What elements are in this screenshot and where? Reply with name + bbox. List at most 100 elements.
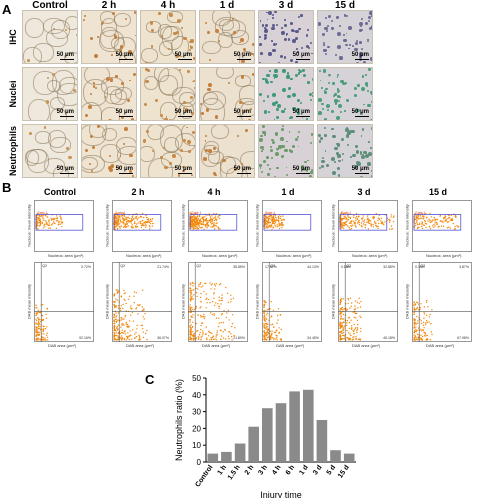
stained-nucleus (327, 25, 329, 28)
event-dot (213, 228, 216, 230)
event-dot (426, 217, 428, 219)
event-dot (190, 212, 192, 215)
adipocyte-outline (141, 47, 158, 63)
event-dot (372, 226, 374, 228)
event-dot (227, 309, 230, 311)
event-dot (232, 297, 235, 299)
stained-nucleus (182, 107, 185, 110)
event-dot (266, 326, 269, 328)
event-dot (345, 217, 347, 219)
event-dot (141, 212, 144, 215)
event-dot (213, 222, 215, 224)
event-dot (340, 227, 342, 230)
event-dot (190, 324, 192, 326)
stained-nucleus (113, 33, 117, 37)
stained-nucleus (326, 29, 329, 33)
event-dot (128, 295, 131, 297)
event-dot (190, 315, 192, 317)
event-dot (342, 334, 344, 337)
event-dot (50, 219, 53, 221)
event-dot (121, 323, 123, 325)
event-dot (357, 327, 359, 329)
scale-bar: 50 μm (293, 109, 310, 117)
event-dot (362, 223, 365, 225)
event-dot (442, 217, 445, 219)
event-dot (355, 217, 357, 219)
scale-bar-line (237, 116, 251, 117)
event-dot (213, 219, 216, 222)
event-dot (381, 221, 383, 223)
stained-nucleus (336, 151, 340, 155)
event-dot (267, 225, 269, 227)
stained-nucleus (272, 23, 276, 27)
stained-nucleus (301, 68, 306, 73)
gate-label: Gate 1 (37, 211, 48, 215)
event-dot (127, 325, 129, 327)
stained-nucleus (94, 54, 99, 58)
stained-nucleus (72, 88, 77, 93)
event-dot (119, 219, 122, 222)
plot-x-label: DAB area (μm²) (352, 343, 381, 348)
stained-nucleus (182, 138, 187, 143)
stained-nucleus (360, 25, 363, 28)
event-dot (273, 215, 275, 217)
event-dot (117, 224, 119, 227)
event-dot (211, 283, 213, 285)
event-dot (213, 304, 216, 307)
event-dot (119, 223, 121, 225)
stained-nucleus (268, 111, 270, 113)
event-dot (274, 224, 276, 227)
event-dot (211, 225, 214, 228)
adipocyte-outline (24, 18, 45, 38)
stained-nucleus (306, 159, 309, 162)
event-dot (134, 217, 137, 219)
event-dot (192, 316, 194, 318)
event-dot (214, 285, 217, 287)
stained-nucleus (367, 38, 369, 41)
event-dot (44, 226, 46, 228)
event-dot (124, 219, 126, 221)
scale-bar-label: 50 μm (174, 166, 192, 172)
event-dot (133, 221, 136, 223)
quadrant-percent: 17.87% (265, 265, 277, 269)
event-dot (41, 303, 44, 306)
gate-label: Gate 1 (265, 211, 276, 215)
event-dot (191, 337, 193, 340)
event-dot (388, 218, 390, 221)
stained-nucleus (345, 134, 350, 138)
event-dot (197, 314, 199, 316)
event-dot (350, 225, 352, 227)
plot-x-label: DAB area (μm²) (202, 343, 231, 348)
event-dot (189, 291, 191, 294)
event-dot (358, 221, 360, 224)
stained-nucleus (327, 46, 330, 49)
event-dot (56, 220, 59, 222)
event-dot (349, 333, 351, 335)
event-dot (35, 331, 37, 334)
event-dot (367, 217, 369, 219)
event-dot (37, 317, 40, 319)
quadrant-percent: 36.97% (157, 336, 169, 340)
event-dot (60, 219, 62, 221)
event-dot (454, 225, 456, 228)
event-dot (35, 304, 37, 307)
scale-bar-label: 50 μm (115, 109, 133, 115)
stained-nucleus (145, 61, 148, 63)
event-dot (119, 216, 121, 218)
event-dot (413, 303, 415, 305)
event-dot (433, 216, 435, 219)
stained-nucleus (193, 87, 195, 90)
event-dot (340, 312, 343, 314)
stained-nucleus (310, 171, 313, 174)
event-dot (416, 216, 419, 218)
event-dot (263, 326, 265, 328)
event-dot (215, 222, 217, 225)
event-dot (414, 224, 417, 227)
event-dot (341, 226, 344, 228)
event-dot (365, 224, 367, 226)
stained-nucleus (269, 168, 271, 170)
event-dot (207, 335, 210, 337)
event-dot (413, 313, 415, 315)
event-dot (141, 306, 143, 308)
adipocyte-outline (110, 89, 128, 106)
